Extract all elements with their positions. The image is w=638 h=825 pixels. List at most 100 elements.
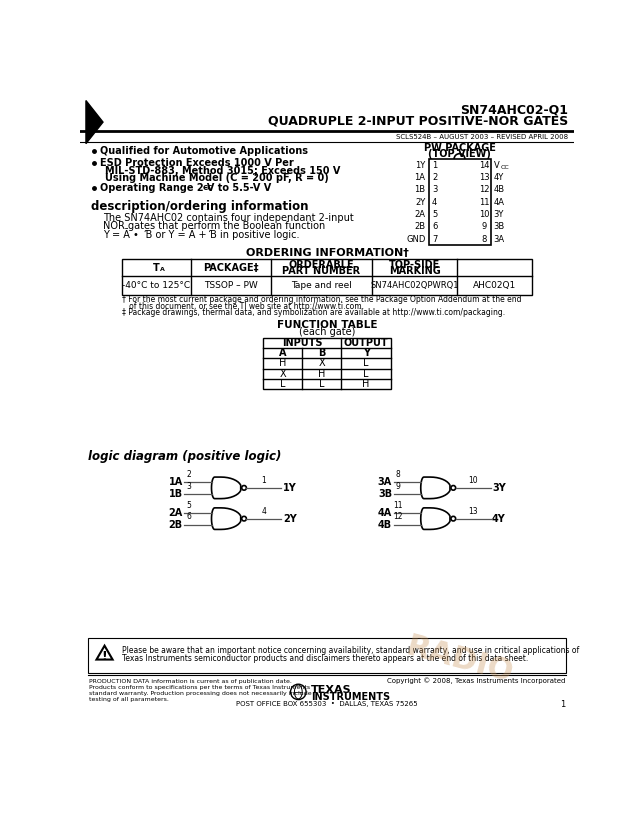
Text: NOR gates that perform the Boolean function: NOR gates that perform the Boolean funct… xyxy=(103,221,325,231)
Text: T: T xyxy=(153,262,160,272)
Text: L: L xyxy=(364,359,369,369)
Text: TOP-SIDE: TOP-SIDE xyxy=(389,261,440,271)
Text: 8: 8 xyxy=(396,470,401,478)
Text: X: X xyxy=(279,369,286,379)
Text: Using Machine Model (C = 200 pF, R = 0): Using Machine Model (C = 200 pF, R = 0) xyxy=(105,173,329,183)
Text: 2B: 2B xyxy=(168,520,183,530)
Text: 3A: 3A xyxy=(378,477,392,487)
Text: 3B: 3B xyxy=(494,222,505,231)
Text: 11: 11 xyxy=(479,198,489,207)
Text: Tape and reel: Tape and reel xyxy=(291,280,352,290)
Text: 6: 6 xyxy=(186,512,191,521)
Text: SN74AHC02-Q1: SN74AHC02-Q1 xyxy=(460,103,568,116)
Text: INPUTS: INPUTS xyxy=(282,338,322,348)
Text: 5: 5 xyxy=(186,501,191,510)
Text: L: L xyxy=(280,379,286,389)
Text: V: V xyxy=(494,161,500,170)
Text: H: H xyxy=(362,379,370,389)
Polygon shape xyxy=(86,101,103,144)
Text: 2: 2 xyxy=(187,470,191,478)
Text: logic diagram (positive logic): logic diagram (positive logic) xyxy=(87,450,281,463)
Text: 14: 14 xyxy=(479,161,489,170)
Text: 4A: 4A xyxy=(378,507,392,518)
Text: 3Y: 3Y xyxy=(492,483,506,493)
Text: A: A xyxy=(279,348,286,359)
Text: 5: 5 xyxy=(432,210,437,219)
Text: ORDERABLE: ORDERABLE xyxy=(289,261,354,271)
Text: Products conform to specifications per the terms of Texas Instruments: Products conform to specifications per t… xyxy=(89,685,310,690)
Text: (TOP VIEW): (TOP VIEW) xyxy=(428,149,491,159)
Text: 1A: 1A xyxy=(168,477,183,487)
Text: 3A: 3A xyxy=(494,234,505,243)
Text: SN74AHC02QPWRQ1: SN74AHC02QPWRQ1 xyxy=(370,280,459,290)
Text: Copyright © 2008, Texas Instruments Incorporated: Copyright © 2008, Texas Instruments Inco… xyxy=(387,678,565,685)
Text: 1B: 1B xyxy=(168,488,183,499)
Text: 3B: 3B xyxy=(378,488,392,499)
Text: 9: 9 xyxy=(396,482,401,491)
Text: Y: Y xyxy=(362,348,369,359)
Text: standard warranty. Production processing does not necessarily include: standard warranty. Production processing… xyxy=(89,691,312,696)
Text: Operating Range 2-V to 5.5-V V: Operating Range 2-V to 5.5-V V xyxy=(100,182,271,192)
Text: 7: 7 xyxy=(432,234,438,243)
Text: 2A: 2A xyxy=(168,507,183,518)
Text: 1: 1 xyxy=(262,476,266,485)
Text: 2B: 2B xyxy=(414,222,426,231)
Text: B: B xyxy=(318,348,325,359)
Text: 2A: 2A xyxy=(415,210,426,219)
Text: † For the most current package and ordering information, see the Package Option : † For the most current package and order… xyxy=(122,295,522,304)
Text: 12: 12 xyxy=(394,512,403,521)
Text: MARKING: MARKING xyxy=(389,266,440,276)
Text: 4: 4 xyxy=(262,507,266,516)
Text: TSSOP – PW: TSSOP – PW xyxy=(204,280,258,290)
Text: The SN74AHC02 contains four independant 2-input: The SN74AHC02 contains four independant … xyxy=(103,213,353,223)
Text: 10: 10 xyxy=(479,210,489,219)
Text: 4A: 4A xyxy=(494,198,505,207)
Text: FUNCTION TABLE: FUNCTION TABLE xyxy=(277,319,377,330)
Text: 2Y: 2Y xyxy=(283,514,297,524)
Text: 11: 11 xyxy=(394,501,403,510)
Text: X: X xyxy=(318,359,325,369)
Text: SCLS524B – AUGUST 2003 – REVISED APRIL 2008: SCLS524B – AUGUST 2003 – REVISED APRIL 2… xyxy=(396,134,568,139)
Text: Qualified for Automotive Applications: Qualified for Automotive Applications xyxy=(100,145,308,156)
Text: 4B: 4B xyxy=(378,520,392,530)
Text: H: H xyxy=(318,369,325,379)
Text: Y = Ā •  Ɓ or Y = Ā + Ɓ in positive logic.: Y = Ā • Ɓ or Y = Ā + Ɓ in positive logic… xyxy=(103,229,299,240)
Text: PACKAGE‡: PACKAGE‡ xyxy=(203,262,258,272)
Text: 13: 13 xyxy=(468,507,478,516)
Bar xyxy=(429,159,491,245)
Text: 2Y: 2Y xyxy=(415,198,426,207)
Text: H: H xyxy=(279,359,286,369)
Text: 1: 1 xyxy=(432,161,437,170)
Bar xyxy=(263,338,391,389)
Text: 9: 9 xyxy=(482,222,487,231)
Text: QUADRUPLE 2-INPUT POSITIVE-NOR GATES: QUADRUPLE 2-INPUT POSITIVE-NOR GATES xyxy=(268,114,568,127)
Text: 1Y: 1Y xyxy=(283,483,297,493)
Text: 4: 4 xyxy=(432,198,437,207)
Text: 1: 1 xyxy=(560,700,565,709)
Text: INSTRUMENTS: INSTRUMENTS xyxy=(311,692,390,702)
Text: A: A xyxy=(160,267,165,272)
Bar xyxy=(122,259,531,295)
Text: L: L xyxy=(319,379,324,389)
Text: Texas Instruments semiconductor products and disclaimers thereto appears at the : Texas Instruments semiconductor products… xyxy=(122,654,529,663)
Text: 13: 13 xyxy=(479,173,489,182)
Text: 10: 10 xyxy=(468,476,478,485)
Text: PRODUCTION DATA information is current as of publication date.: PRODUCTION DATA information is current a… xyxy=(89,679,292,684)
Text: CC: CC xyxy=(202,185,212,191)
Text: 2: 2 xyxy=(432,173,437,182)
Text: 3Y: 3Y xyxy=(494,210,504,219)
Text: GND: GND xyxy=(406,234,426,243)
Text: 3: 3 xyxy=(432,186,438,195)
Text: 12: 12 xyxy=(479,186,489,195)
Text: 1B: 1B xyxy=(414,186,426,195)
Text: 4Y: 4Y xyxy=(492,514,506,524)
Text: PW PACKAGE: PW PACKAGE xyxy=(424,143,496,153)
Text: 1Y: 1Y xyxy=(415,161,426,170)
Bar xyxy=(87,638,567,672)
Text: testing of all parameters.: testing of all parameters. xyxy=(89,697,169,702)
Text: 4Y: 4Y xyxy=(494,173,504,182)
Text: PART NUMBER: PART NUMBER xyxy=(283,266,360,276)
Text: CC: CC xyxy=(501,165,509,170)
Text: TEXAS: TEXAS xyxy=(311,685,352,695)
Text: MIL-STD-883, Method 3015; Exceeds 150 V: MIL-STD-883, Method 3015; Exceeds 150 V xyxy=(105,166,340,176)
